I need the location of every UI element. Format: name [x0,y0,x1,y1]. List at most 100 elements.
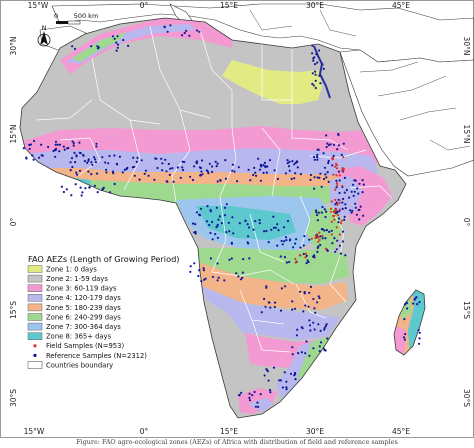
reference-sample-point [297,352,300,355]
field-sample-point [321,234,324,238]
reference-sample-point [283,371,286,374]
reference-sample-point [228,230,231,233]
reference-sample-point [81,191,84,194]
left-tick-labels: 30°N 15°N 0° 15°S 30°S [9,37,18,407]
reference-sample-point [29,143,32,146]
reference-sample-point [282,226,286,229]
field-sample-point [335,174,338,177]
zone-5-south [198,262,348,310]
reference-sample-point [183,31,186,35]
field-sample-point [294,261,297,264]
reference-sample-point [361,179,364,182]
reference-sample-point [304,352,307,355]
reference-sample-point [91,163,94,166]
reference-sample-point [348,196,351,199]
reference-sample-point [309,285,313,288]
reference-sample-point [302,244,305,247]
reference-sample-point [337,144,341,147]
reference-sample-point [314,73,317,76]
reference-sample-point [254,171,257,174]
field-sample-point [334,165,337,168]
legend-item-label: Zone 5: 180-239 days [46,304,121,312]
legend-swatch [27,303,43,312]
field-sample-point [294,257,297,261]
reference-sample-point [195,160,199,163]
reference-sample-point [265,229,268,233]
reference-sample-point [211,275,214,278]
reference-sample-point [201,173,204,176]
reference-sample-point [362,183,365,186]
reference-sample-point [418,331,421,334]
reference-sample-point [320,228,323,231]
lat-tick-0-left: 0° [9,217,18,226]
reference-sample-point [317,295,320,298]
reference-sample-point [208,162,211,165]
reference-sample-point [248,392,251,395]
reference-sample-point [359,205,362,208]
reference-sample-point [267,241,270,244]
legend-swatch [27,313,43,321]
country-boundaries [35,25,393,353]
field-sample-point [318,238,321,241]
reference-sample-point [300,326,303,329]
reference-sample-point [288,260,291,264]
legend-swatch [27,322,43,331]
reference-sample-point [300,351,303,354]
reference-sample-point [402,336,406,339]
reference-sample-point [344,207,347,210]
reference-sample-point [294,161,297,164]
reference-sample-point [52,149,55,153]
reference-sample-point [296,166,299,169]
reference-sample-point [274,301,277,304]
reference-sample-point [195,29,199,32]
reference-sample-point [191,222,195,225]
field-sample-point [304,252,307,255]
reference-sample-point [354,202,357,205]
reference-sample-point [166,30,169,33]
legend-item-label: Zone 1: 0 days [46,265,97,273]
reference-sample-point [312,297,315,301]
reference-sample-point [161,162,164,165]
reference-sample-point [195,211,199,214]
reference-sample-point [191,178,195,182]
lon-tick-15w-bottom: 15°W [24,427,45,436]
legend-title: FAO AEZs (Length of Growing Period) [28,254,179,264]
reference-sample-point [335,248,338,251]
reference-sample-point [327,159,330,163]
reference-sample-point [311,52,314,55]
reference-sample-point [326,171,329,174]
reference-sample-point [135,160,138,163]
scale-bar-black [56,21,68,24]
reference-sample-point [200,159,204,162]
field-sample-point [341,184,344,188]
reference-sample-point [355,213,358,216]
reference-sample-point [194,223,197,226]
reference-sample-point [247,242,250,245]
field-sample-point [331,158,334,161]
reference-sample-point [153,178,156,181]
reference-sample-point [136,156,139,159]
reference-sample-point [334,250,337,253]
reference-sample-point [216,162,219,165]
lon-tick-15e-bottom: 15°E [220,427,238,436]
reference-sample-point [350,190,353,193]
lon-tick-15e-top: 15°E [220,1,238,10]
reference-samples [22,24,421,408]
reference-sample-point [272,215,275,218]
reference-sample-point [168,173,171,176]
reference-sample-point [345,188,348,192]
reference-sample-point [351,209,354,212]
reference-sample-point [324,324,327,328]
reference-sample-point [320,185,323,188]
reference-sample-point [164,158,167,161]
lat-tick-30s-left: 30°S [9,389,18,407]
reference-sample-point [122,38,125,42]
reference-sample-point [263,297,266,301]
reference-sample-point [316,301,319,304]
reference-sample-point [239,278,243,281]
reference-sample-point [406,307,409,310]
field-sample-point [304,256,307,259]
reference-sample-point [319,82,322,85]
legend-point-symbol [33,344,37,348]
reference-sample-point [248,257,251,260]
